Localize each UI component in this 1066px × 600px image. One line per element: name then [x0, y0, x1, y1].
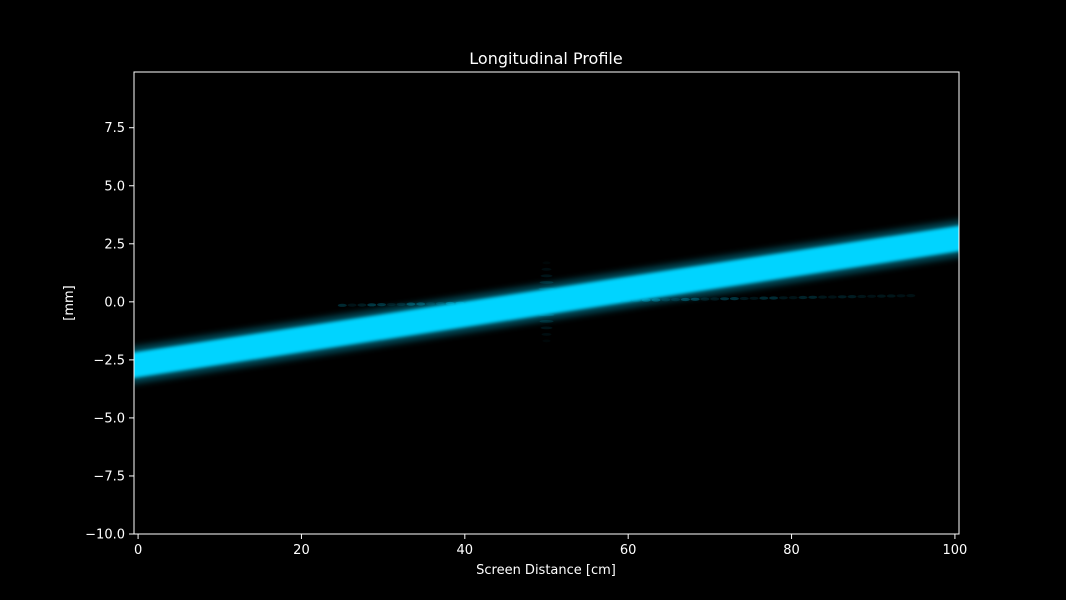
- x-tick-label: 100: [943, 543, 968, 558]
- fringe-mark: [541, 267, 552, 271]
- x-tick-label: 40: [457, 543, 474, 558]
- fringe-mark: [720, 297, 730, 301]
- fringe-mark: [540, 326, 553, 330]
- y-tick-label: −5.0: [93, 411, 125, 426]
- chart-title: Longitudinal Profile: [469, 49, 622, 68]
- x-tick-label: 0: [134, 543, 142, 558]
- beam-core: [134, 225, 959, 378]
- fringe-mark: [396, 302, 406, 306]
- fringe-mark: [778, 296, 788, 300]
- x-axis-label: Screen Distance [cm]: [476, 563, 616, 578]
- x-tick-label: 20: [293, 543, 310, 558]
- y-tick-label: −2.5: [93, 353, 125, 368]
- fringe-mark: [347, 303, 357, 307]
- plot-area: [134, 72, 959, 534]
- fringe-mark: [798, 295, 808, 300]
- fringe-mark: [808, 295, 818, 299]
- fringe-mark: [377, 303, 386, 307]
- fringe-mark: [367, 303, 377, 307]
- x-axis-ticks: 0 20 40 60 80 100: [134, 534, 967, 558]
- fringe-mark: [729, 297, 739, 301]
- fringe-mark: [337, 303, 347, 307]
- fringe-mark: [690, 297, 700, 301]
- fringe-mark: [710, 297, 720, 301]
- y-tick-label: 5.0: [104, 179, 125, 194]
- fringe-mark: [543, 261, 551, 264]
- fringe-mark: [886, 294, 896, 298]
- y-tick-label: 7.5: [104, 121, 125, 136]
- y-tick-label: −10.0: [85, 528, 125, 543]
- y-tick-label: 0.0: [104, 295, 125, 310]
- fringe-mark: [867, 294, 877, 298]
- y-axis-label: [mm]: [62, 285, 77, 320]
- fringe-mark: [540, 274, 553, 278]
- fringe-mark: [818, 295, 828, 299]
- fringe-mark: [906, 294, 916, 298]
- fringe-mark: [749, 296, 759, 300]
- beam-band: [134, 220, 959, 384]
- fringe-mark: [876, 294, 886, 298]
- fringe-mark: [543, 339, 551, 342]
- plot-frame: [133, 71, 960, 535]
- fringe-mark: [541, 332, 552, 336]
- fringe-mark: [827, 295, 837, 299]
- y-tick-label: 2.5: [104, 237, 125, 252]
- fringe-mark: [788, 296, 798, 300]
- fringe-mark: [857, 294, 867, 299]
- fringe-mark: [847, 295, 857, 299]
- x-tick-label: 80: [783, 543, 800, 558]
- y-axis-ticks: −10.0 −7.5 −5.0 −2.5 0.0 2.5 5.0 7.5: [85, 121, 134, 543]
- fringe-mark: [759, 296, 769, 300]
- fringe-mark: [769, 296, 779, 300]
- fringe-mark: [837, 295, 847, 299]
- fringe-mark: [386, 302, 396, 307]
- fringe-mark: [739, 296, 749, 301]
- fringe-mark: [896, 294, 906, 298]
- fringe-mark: [700, 297, 710, 301]
- fringe-mark: [357, 303, 367, 307]
- y-tick-label: −7.5: [93, 469, 125, 484]
- x-tick-label: 60: [620, 543, 637, 558]
